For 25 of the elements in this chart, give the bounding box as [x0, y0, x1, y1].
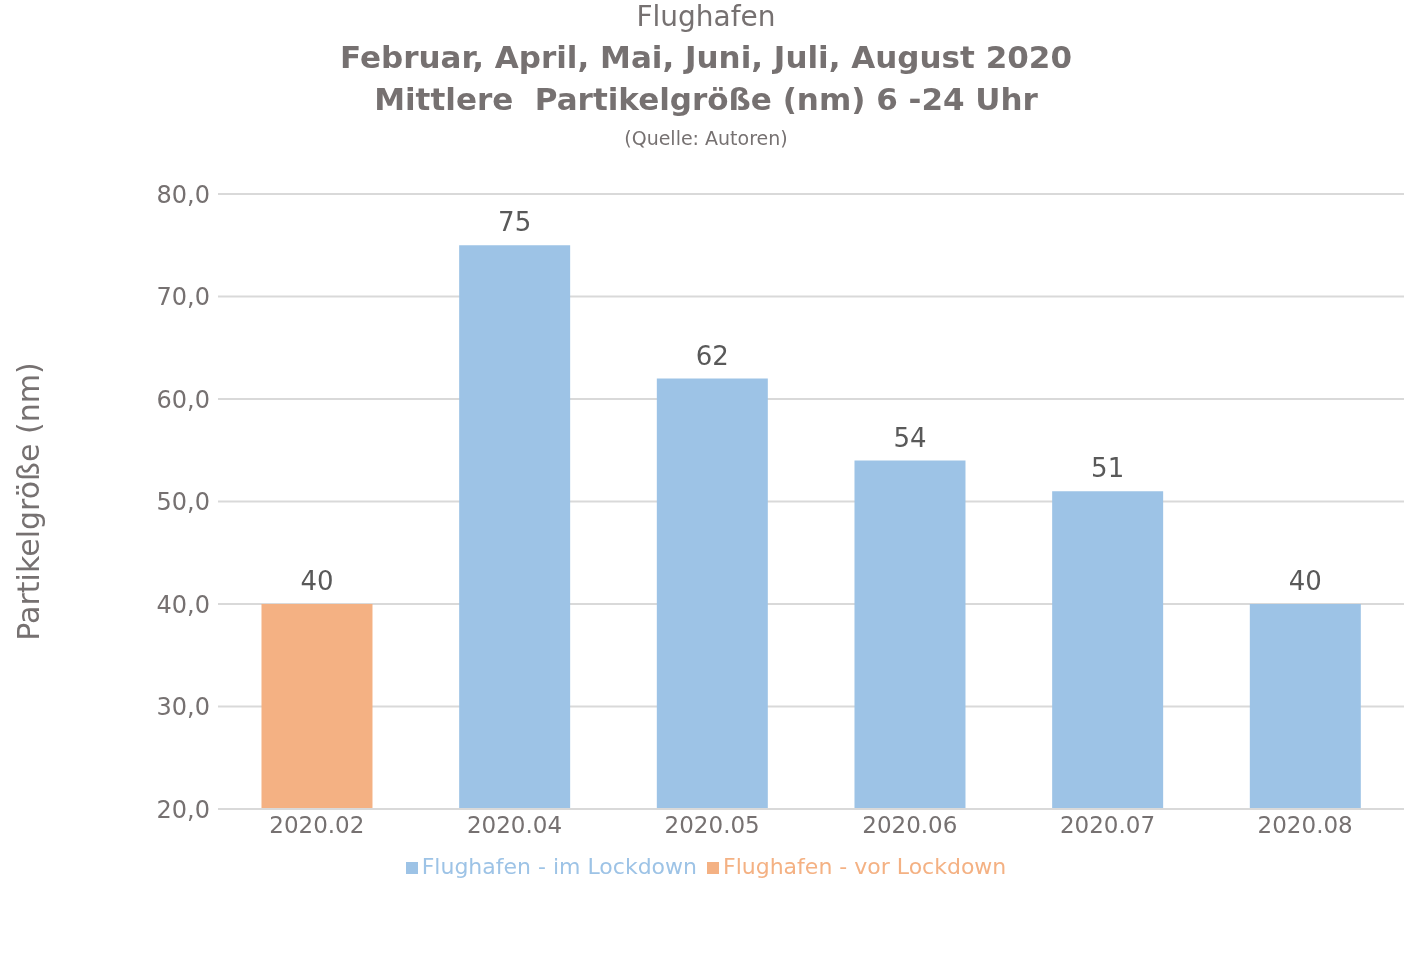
legend-label: Flughafen - vor Lockdown	[723, 854, 1007, 879]
y-axis-title: Partikelgröße (nm)	[10, 362, 46, 641]
chart-title: Flughafen	[635, 0, 777, 33]
x-tick-label: 2020.05	[664, 812, 760, 839]
x-tick-label: 2020.08	[1257, 812, 1353, 839]
y-tick-label: 20,0	[156, 795, 210, 824]
data-label: 54	[893, 422, 927, 453]
y-tick-label: 30,0	[156, 693, 210, 722]
y-tick-label: 40,0	[156, 590, 210, 619]
data-label: 40	[300, 566, 334, 596]
data-label: 40	[1288, 566, 1322, 596]
legend-label: Flughafen - im Lockdown	[421, 854, 697, 879]
x-tick-label: 2020.04	[466, 812, 563, 839]
text: (Quelle: Autoren)	[623, 127, 789, 149]
y-tick-label: 50,0	[156, 488, 210, 517]
y-tick-label: 70,0	[156, 283, 210, 312]
y-tick-label: 80,0	[156, 180, 210, 209]
x-tick-label: 2020.06	[862, 812, 958, 839]
data-label: 75	[498, 207, 532, 238]
y-tick-label: 60,0	[156, 385, 210, 414]
data-label: 51	[1091, 453, 1125, 484]
data-label: 62	[695, 340, 729, 371]
x-tick-label: 2020.02	[269, 812, 365, 839]
x-tick-label: 2020.07	[1059, 812, 1156, 839]
chart-subtitle: Februar, April, Mai, Juni, Juli, August 2020 Mittlere Partikelgröße (nm) 6 -24 Uhr	[339, 39, 1073, 117]
